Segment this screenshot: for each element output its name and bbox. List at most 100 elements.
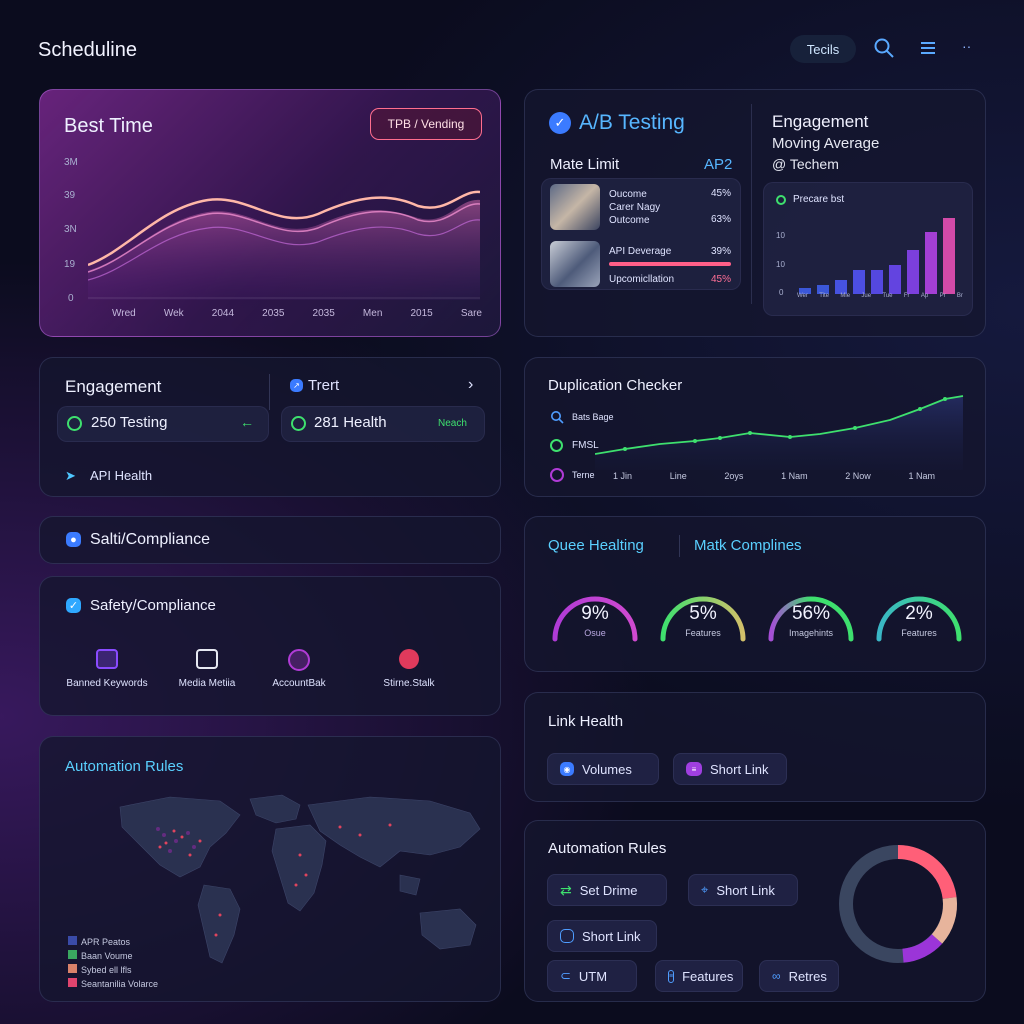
- legend-item: Sybed ell lfls: [68, 963, 158, 977]
- utm-chip[interactable]: ⊂ UTM: [547, 960, 637, 992]
- account-label: AccountBak: [272, 678, 326, 689]
- best-time-badge-label: TPB / Vending: [387, 117, 465, 131]
- api-health-label[interactable]: API Health: [90, 468, 153, 483]
- y-tick: 0: [68, 293, 74, 304]
- x-tick: Tue: [882, 293, 893, 299]
- target-icon: [550, 439, 563, 452]
- safety-compliance-card: ✓ Safety/Compliance Banned Keywords Medi…: [39, 576, 501, 716]
- calendar-icon: [196, 649, 218, 669]
- legend-label: Sybed ell lfls: [81, 965, 132, 975]
- x-tick: 2oys: [724, 471, 744, 481]
- chevron-right-icon[interactable]: ›: [468, 376, 474, 393]
- bar-x-labels: Wer Tite Mie Jue Tue Fr Ap Pr Br: [797, 293, 963, 299]
- ab-value: 45%: [711, 188, 732, 199]
- list-icon: ≡: [668, 969, 675, 983]
- legend-label: Terne: [572, 470, 595, 480]
- x-tick: Ap: [920, 293, 929, 299]
- x-tick: 2015: [410, 308, 433, 319]
- x-tick: Wer: [797, 293, 808, 299]
- bar: [907, 250, 919, 294]
- engagement-top-subtitle: Moving Average: [772, 135, 880, 152]
- tab-queue-health[interactable]: Quee Healting: [548, 537, 644, 554]
- x-tick: Tite: [819, 293, 830, 299]
- bar: [853, 270, 865, 294]
- gauge-value: 2%: [905, 603, 933, 624]
- tools-button[interactable]: Tecils: [790, 35, 856, 63]
- ab-line: Outcome: [609, 215, 650, 226]
- ab-progress-bar: [609, 262, 731, 266]
- gauge-value: 56%: [791, 603, 831, 624]
- set-drime-chip[interactable]: ⇄ Set Drime: [547, 874, 667, 906]
- x-tick: Mie: [840, 293, 851, 299]
- donut-slice: [902, 934, 943, 963]
- link-health-title: Link Health: [548, 713, 624, 730]
- gauge-label: Imagehints: [788, 628, 834, 638]
- x-tick: Wek: [163, 308, 184, 319]
- api-health-icon: ➤: [65, 468, 76, 483]
- short-link-chip[interactable]: Short Link: [547, 920, 657, 952]
- engagement-bar-chart: [799, 218, 955, 294]
- gauge-value: 9%: [581, 603, 609, 624]
- retres-chip[interactable]: ∞ Retres: [759, 960, 839, 992]
- stat-testing[interactable]: [57, 406, 269, 442]
- tools-button-label: Tecils: [806, 41, 840, 57]
- short-link-chip[interactable]: ⌖ Short Link: [688, 874, 798, 906]
- automation-map-title: Automation Rules: [65, 758, 184, 775]
- search-icon[interactable]: [873, 37, 895, 59]
- strike-item[interactable]: Stirne.Stalk: [364, 649, 454, 689]
- features-chip[interactable]: ≡ Features: [655, 960, 743, 992]
- menu-icon[interactable]: [920, 40, 936, 56]
- y-tick: 10: [776, 231, 785, 240]
- location-icon: ⌖: [701, 882, 709, 897]
- volumes-chip[interactable]: ◉ Volumes: [547, 753, 659, 785]
- short-link-chip-label: Short Link: [710, 761, 769, 777]
- trend-icon: ↗: [290, 379, 303, 392]
- ab-line: Carer Nagy: [609, 202, 661, 213]
- media-label: Media Metiia: [178, 678, 236, 689]
- gauge-arc: [552, 596, 638, 642]
- tag-icon: ⊂: [560, 968, 571, 983]
- automation-rules-title: Automation Rules: [548, 840, 667, 857]
- gauge-label: Features: [901, 628, 937, 638]
- overflow-menu-icon[interactable]: ··: [962, 38, 972, 54]
- x-tick: Fr: [903, 293, 910, 299]
- gauge-chart: [552, 596, 962, 642]
- chip-label: Features: [682, 968, 734, 984]
- shield-icon: [67, 416, 82, 431]
- x-tick: 1 Nam: [781, 471, 808, 481]
- y-tick: 39: [64, 190, 76, 201]
- trend-label: Trert: [308, 377, 340, 394]
- chip-label: Set Drime: [579, 882, 638, 898]
- x-tick: Br: [956, 293, 963, 299]
- world-map: [119, 794, 481, 964]
- engagement-legend: Precare bst: [793, 194, 845, 205]
- ab-row-text: Oucome Carer Nagy Outcome: [609, 188, 660, 227]
- swap-icon: ⇄: [560, 881, 572, 898]
- y-tick: 3N: [64, 224, 77, 235]
- bar: [799, 288, 811, 294]
- x-tick: 1 Nam: [908, 471, 935, 481]
- ab-line: API Deverage: [609, 246, 672, 257]
- best-time-card: Best Time TPB / Vending 3M 39 3N 19 0 Wr…: [39, 89, 501, 337]
- y-tick: 10: [776, 260, 785, 269]
- banned-keywords-label: Banned Keywords: [66, 678, 148, 689]
- tab-compliance[interactable]: Matk Complines: [694, 537, 802, 554]
- banned-keywords-item[interactable]: Banned Keywords: [62, 649, 152, 689]
- stat-testing-label: 250 Testing: [91, 414, 168, 431]
- safety-title: Safety/Compliance: [90, 597, 216, 614]
- search-icon: [550, 410, 564, 424]
- best-time-badge[interactable]: TPB / Vending: [370, 108, 482, 140]
- best-time-wave-chart: [88, 190, 480, 300]
- legend-swatch: [68, 936, 77, 945]
- salti-compliance-card[interactable]: ● Salti/Compliance: [39, 516, 501, 564]
- account-item[interactable]: AccountBak: [254, 649, 344, 689]
- gauge: 9% Osue: [555, 603, 635, 638]
- avatar: [550, 241, 600, 287]
- automation-map-card: Automation Rules APR Peatos Baan Voume S…: [39, 736, 501, 1002]
- link-box-icon: [560, 929, 574, 943]
- stat-health[interactable]: [281, 406, 485, 442]
- media-item[interactable]: Media Metiia: [162, 649, 252, 689]
- gauge-value: 5%: [689, 603, 717, 624]
- short-link-chip[interactable]: ≡ Short Link: [673, 753, 787, 785]
- chat-icon: ●: [66, 532, 81, 547]
